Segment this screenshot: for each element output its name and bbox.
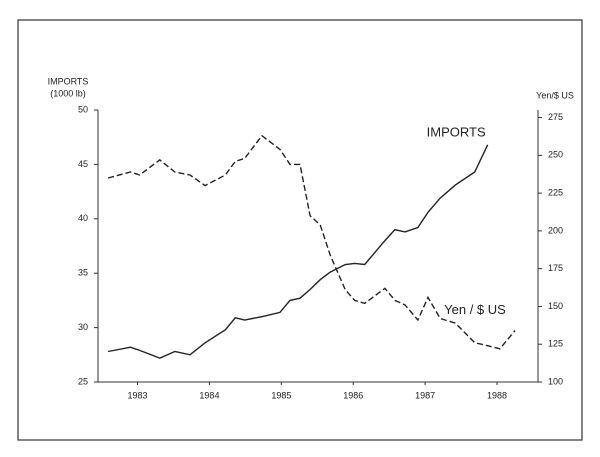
frame xyxy=(17,19,583,441)
y2-tick-label: 275 xyxy=(548,112,563,122)
x-tick-label: 1985 xyxy=(271,390,291,400)
y2-tick-label: 100 xyxy=(548,376,563,386)
y2-tick-label: 200 xyxy=(548,225,563,235)
y-tick-label: 35 xyxy=(78,268,88,278)
y-axis-label: (1000 lb) xyxy=(50,88,86,98)
y2-tick-label: 175 xyxy=(548,263,563,273)
x-tick-label: 1988 xyxy=(487,390,507,400)
y-axis-label: IMPORTS xyxy=(48,76,89,86)
y-tick-label: 30 xyxy=(78,322,88,332)
y2-axis-label: Yen/$ US xyxy=(536,90,574,100)
y2-tick-label: 250 xyxy=(548,150,563,160)
y-tick-label: 40 xyxy=(78,213,88,223)
y-tick-label: 45 xyxy=(78,159,88,169)
y2-tick-label: 125 xyxy=(548,339,563,349)
series-label: Yen / $ US xyxy=(444,302,506,317)
x-tick-label: 1986 xyxy=(343,390,363,400)
series-line xyxy=(107,134,516,350)
x-tick-label: 1983 xyxy=(128,390,148,400)
y-tick-label: 50 xyxy=(78,104,88,114)
x-tick-label: 1984 xyxy=(199,390,219,400)
y-tick-label: 25 xyxy=(78,376,88,386)
y2-tick-label: 150 xyxy=(548,301,563,311)
y2-tick-label: 225 xyxy=(548,187,563,197)
series-label: IMPORTS xyxy=(427,124,486,139)
x-tick-label: 1987 xyxy=(415,390,435,400)
series-line xyxy=(107,144,489,359)
